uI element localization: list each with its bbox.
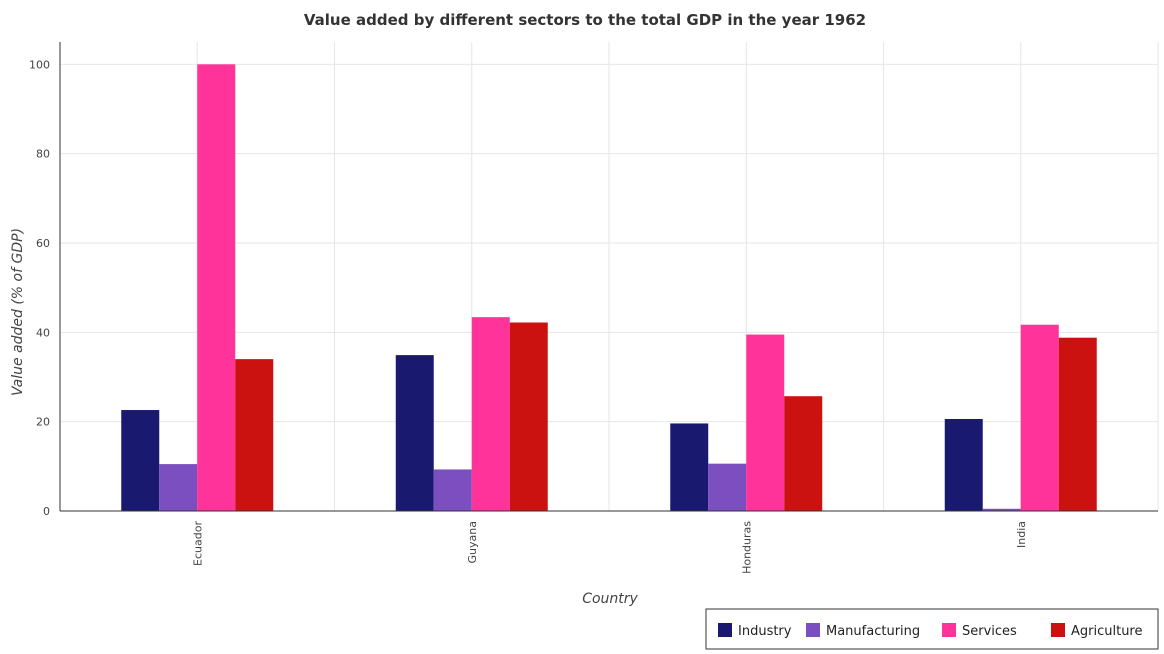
y-tick-label: 20 (36, 416, 50, 429)
x-tick-label: Honduras (740, 521, 753, 574)
legend-label: Manufacturing (826, 624, 920, 639)
bar-industry-guyana (395, 355, 434, 511)
chart-title: Value added by different sectors to the … (304, 11, 866, 29)
legend-label: Services (962, 624, 1017, 639)
x-tick-label: Guyana (466, 521, 479, 563)
bar-services-honduras (746, 334, 785, 511)
bar-industry-ecuador (121, 410, 160, 511)
legend-label: Agriculture (1071, 624, 1143, 639)
bar-manufacturing-guyana (433, 469, 472, 511)
x-tick-label: Ecuador (191, 521, 204, 566)
legend: Industry Manufacturing Services Agriculture (705, 608, 1159, 650)
bar-agriculture-india (1058, 337, 1097, 511)
legend-box (705, 608, 1159, 650)
bar-manufacturing-honduras (708, 463, 747, 511)
bar-services-guyana (471, 317, 510, 511)
y-tick-label: 100 (29, 58, 50, 71)
y-tick-label: 40 (36, 326, 50, 339)
legend-swatch (718, 623, 732, 637)
bar-services-india (1020, 324, 1059, 511)
legend-swatch (1051, 623, 1065, 637)
legend-swatch (806, 623, 820, 637)
axes (59, 42, 1158, 512)
bar-manufacturing-ecuador (159, 464, 198, 511)
y-tick-label: 80 (36, 148, 50, 161)
bar-industry-india (944, 418, 983, 511)
tick-labels: 0 20 40 60 80 100 Ecuador Guyana Honduras India (29, 58, 1028, 574)
legend-swatch (942, 623, 956, 637)
y-tick-label: 60 (36, 237, 50, 250)
bar-services-ecuador (197, 64, 236, 511)
legend-label: Industry (738, 624, 792, 639)
x-tick-label: India (1015, 521, 1028, 548)
y-tick-label: 0 (43, 505, 50, 518)
bar-agriculture-honduras (784, 396, 823, 511)
bar-industry-honduras (670, 423, 709, 511)
bars (121, 64, 1097, 511)
y-axis-label: Value added (% of GDP) (10, 228, 26, 396)
bar-agriculture-ecuador (235, 359, 274, 511)
x-axis-label: Country (582, 591, 638, 607)
bar-manufacturing-india (982, 508, 1021, 511)
bar-agriculture-guyana (509, 322, 548, 511)
